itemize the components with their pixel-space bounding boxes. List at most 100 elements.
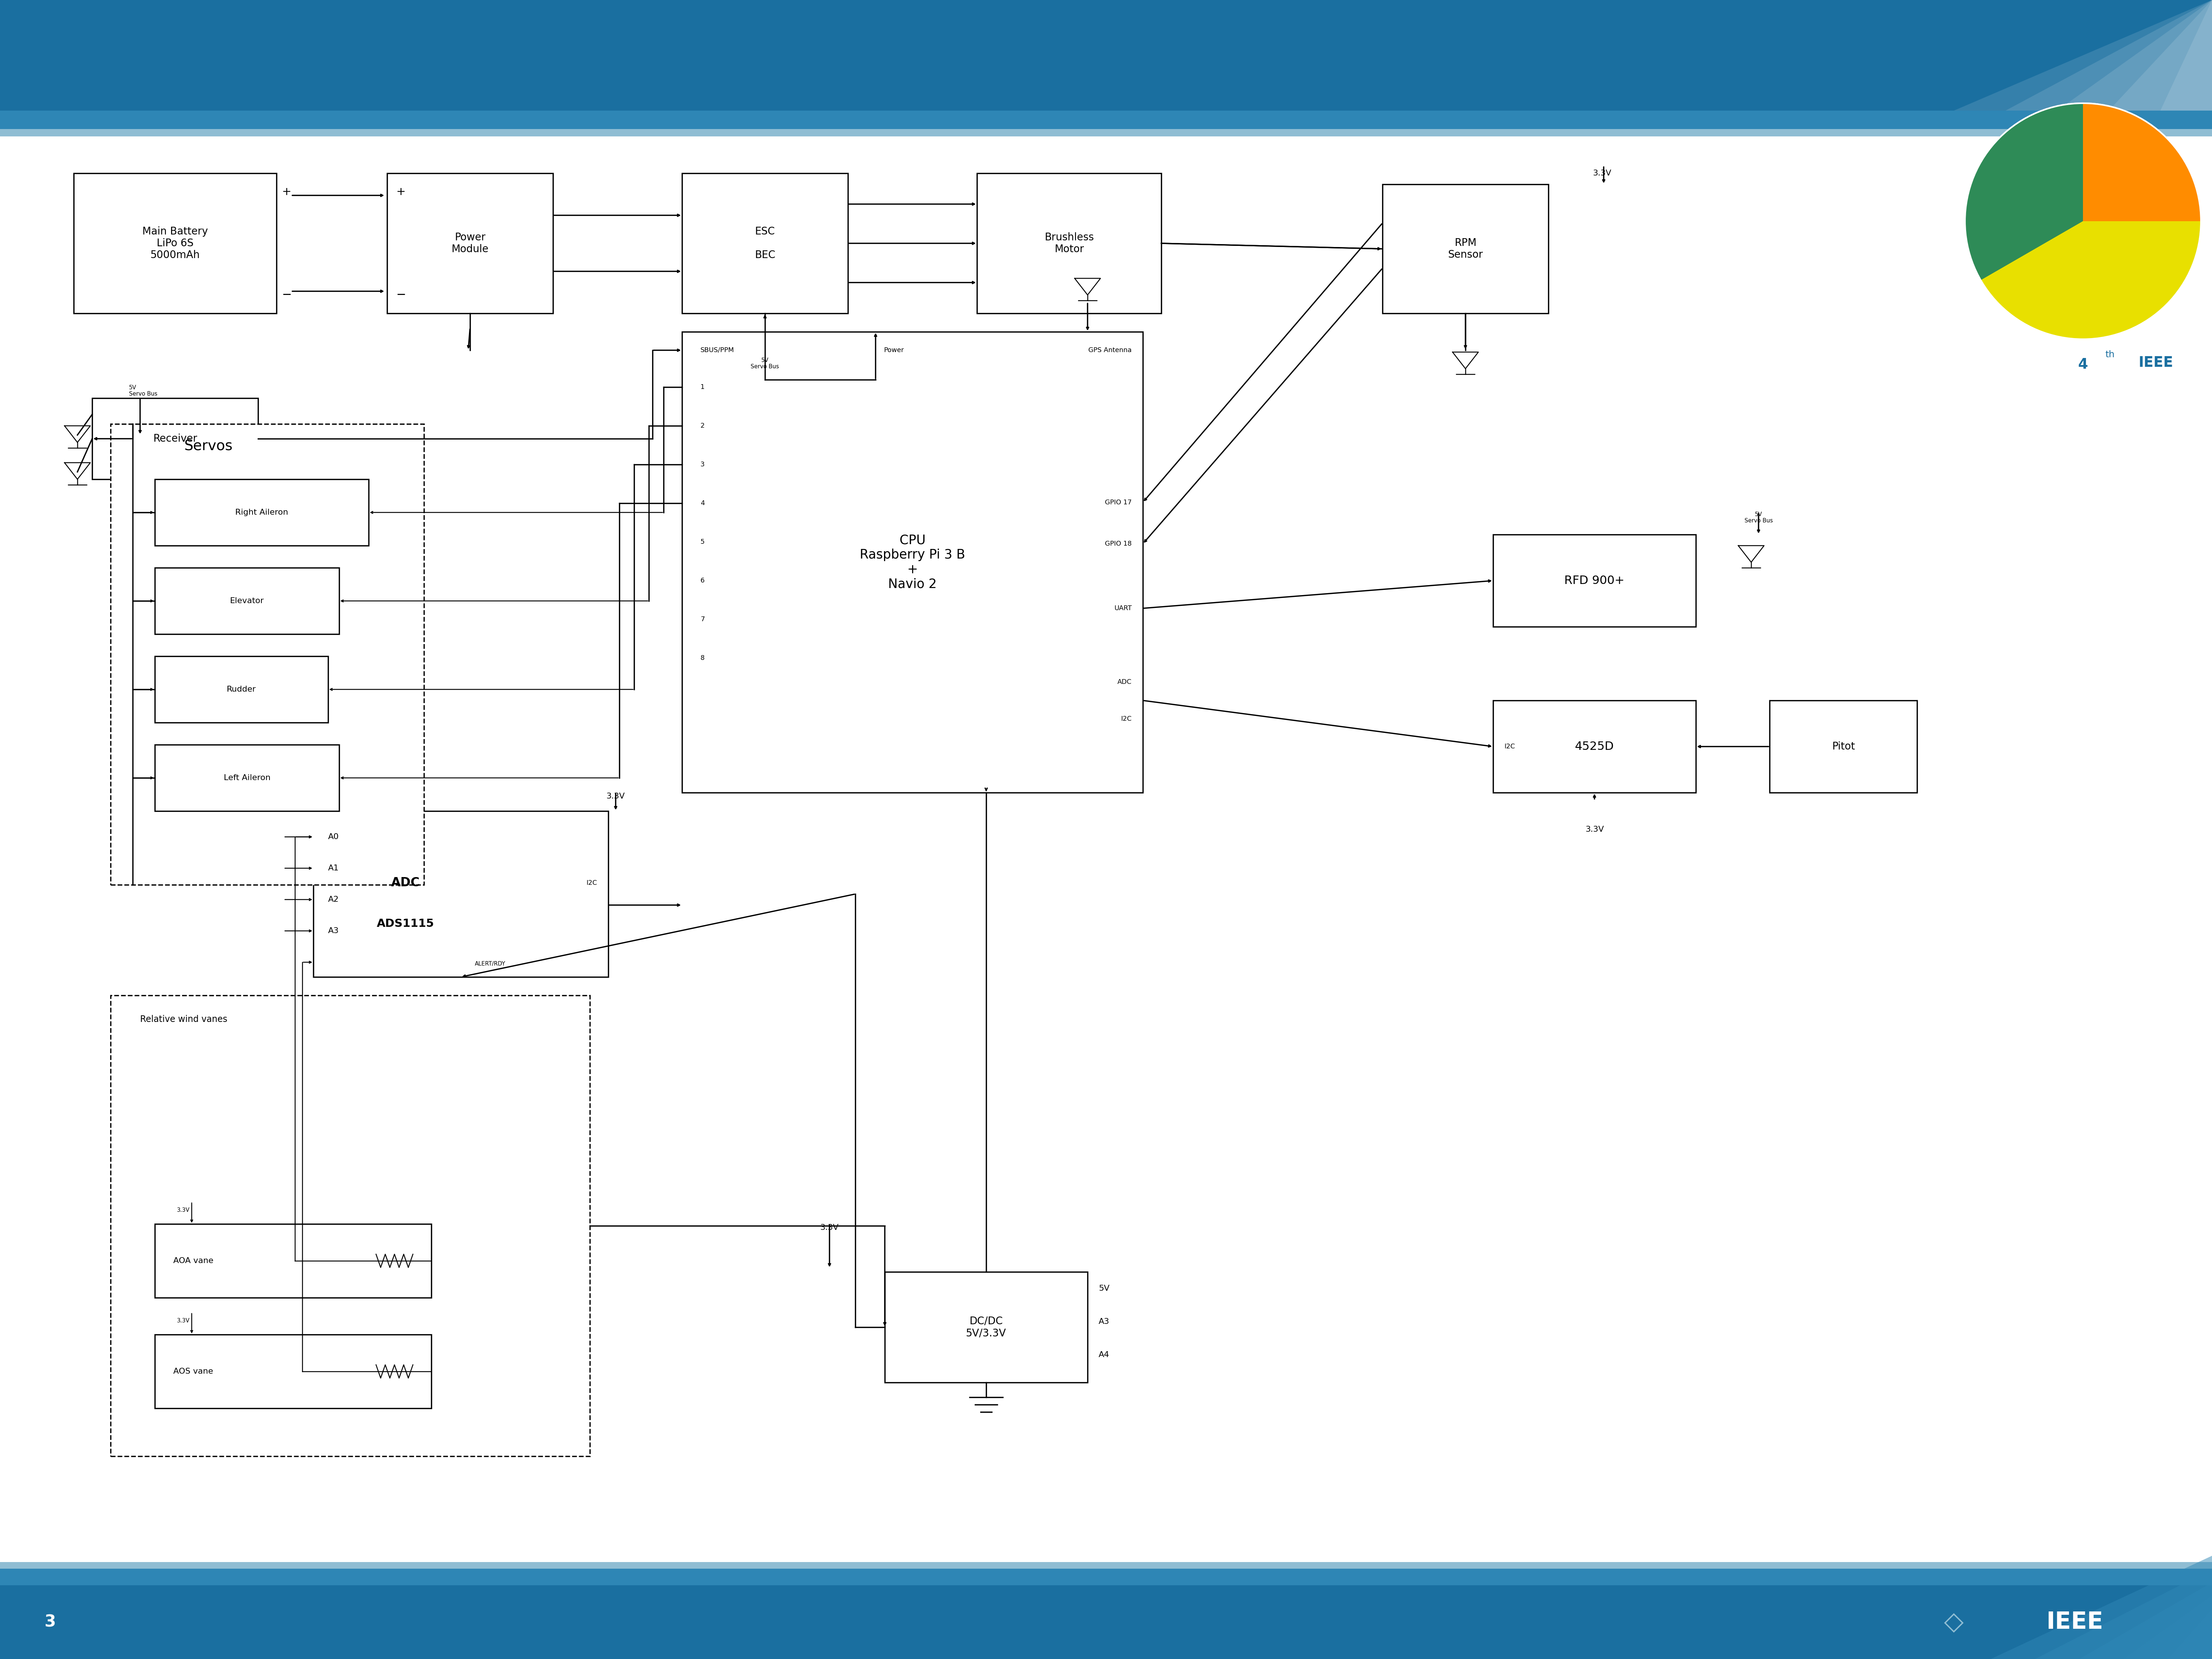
Text: Power: Power [885, 347, 905, 353]
Text: 3.3V: 3.3V [1586, 826, 1604, 833]
Text: 1: 1 [701, 383, 706, 390]
Text: 4: 4 [701, 499, 706, 506]
Text: ADC: ADC [1117, 679, 1133, 685]
Bar [73, 173, 276, 314]
Text: A3: A3 [1099, 1317, 1110, 1326]
Polygon shape [2079, 1583, 2212, 1659]
Bar [1382, 184, 1548, 314]
Text: Elevator: Elevator [230, 597, 263, 604]
Polygon shape [2161, 0, 2212, 111]
Text: 5V
Servo Bus: 5V Servo Bus [128, 385, 157, 397]
Text: +: + [283, 186, 292, 197]
Text: ◇: ◇ [1944, 1609, 1964, 1634]
Text: Relative wind vanes: Relative wind vanes [139, 1015, 228, 1024]
Text: +: + [396, 186, 405, 197]
Text: CPU
Raspberry Pi 3 B
+
Navio 2: CPU Raspberry Pi 3 B + Navio 2 [860, 534, 964, 591]
Text: 4: 4 [2077, 358, 2088, 372]
Polygon shape [2124, 1596, 2212, 1659]
Text: A0: A0 [327, 833, 338, 841]
Polygon shape [2006, 0, 2212, 111]
Text: −: − [283, 289, 292, 300]
Polygon shape [2108, 0, 2212, 111]
Text: RFD 900+: RFD 900+ [1564, 576, 1624, 586]
Text: 5: 5 [701, 539, 706, 546]
Text: 5V
Servo Bus: 5V Servo Bus [1745, 511, 1772, 524]
Text: 5V: 5V [1099, 1284, 1110, 1292]
Polygon shape [2035, 1569, 2212, 1659]
Bar [681, 332, 1144, 793]
Text: A4: A4 [1099, 1350, 1110, 1359]
Bar [155, 1334, 431, 1408]
Polygon shape [1991, 1556, 2212, 1659]
Text: 3.3V: 3.3V [606, 793, 626, 800]
Text: ESC

BEC: ESC BEC [754, 226, 776, 260]
Text: ADS1115: ADS1115 [376, 917, 434, 929]
Text: Servos: Servos [184, 440, 232, 453]
Bar [978, 173, 1161, 314]
Text: Rudder: Rudder [228, 685, 257, 693]
Circle shape [1964, 103, 2201, 338]
Text: IEEE: IEEE [2046, 1611, 2104, 1634]
Text: 3.3V: 3.3V [177, 1317, 190, 1324]
Text: 8: 8 [701, 655, 706, 662]
Bar [111, 995, 591, 1457]
Bar [0, 1569, 2212, 1586]
Text: I2C: I2C [1504, 743, 1515, 750]
Bar [155, 567, 338, 634]
Bar [1770, 700, 1918, 793]
Text: Right Aileron: Right Aileron [234, 509, 288, 516]
Bar [0, 111, 2212, 129]
Bar [387, 173, 553, 314]
Bar [155, 657, 327, 723]
Polygon shape [2168, 1609, 2212, 1659]
Bar [0, 1563, 2212, 1569]
Text: AOA vane: AOA vane [173, 1258, 212, 1264]
Bar [1493, 534, 1697, 627]
Text: 3: 3 [44, 1614, 55, 1631]
Bar [111, 425, 425, 884]
Polygon shape [2057, 0, 2212, 111]
Bar [0, 129, 2212, 136]
Bar [0, 1586, 2212, 1659]
Text: IEEE: IEEE [2139, 355, 2172, 370]
Text: th: th [2106, 350, 2115, 358]
Text: Brushless
Motor: Brushless Motor [1044, 232, 1095, 254]
Wedge shape [1980, 221, 2201, 338]
Bar [885, 1272, 1088, 1382]
Bar [93, 398, 259, 479]
Text: 3.3V: 3.3V [177, 1208, 190, 1213]
Text: DC/DC
5V/3.3V: DC/DC 5V/3.3V [967, 1316, 1006, 1339]
Text: ADC: ADC [392, 878, 420, 889]
Text: GPS Antenna: GPS Antenna [1088, 347, 1133, 353]
Text: ALERT/RDY: ALERT/RDY [476, 961, 507, 967]
Text: Main Battery
LiPo 6S
5000mAh: Main Battery LiPo 6S 5000mAh [142, 226, 208, 260]
Text: 7: 7 [701, 615, 706, 622]
Wedge shape [1964, 103, 2084, 280]
Text: UAV hardware block diagram: UAV hardware block diagram [55, 53, 726, 93]
Wedge shape [2084, 103, 2201, 221]
Bar [155, 1224, 431, 1297]
Text: A3: A3 [327, 927, 338, 934]
Bar [0, 0, 2212, 111]
Text: A1: A1 [327, 864, 338, 873]
Text: 3.3V: 3.3V [1593, 169, 1610, 178]
Text: 5V
Servo Bus: 5V Servo Bus [750, 358, 779, 370]
Text: Receiver: Receiver [153, 433, 197, 445]
Text: 4525D: 4525D [1575, 742, 1615, 752]
Text: Pitot: Pitot [1832, 742, 1856, 752]
Text: 2: 2 [701, 423, 706, 430]
Text: 6: 6 [701, 577, 706, 584]
Text: Power
Module: Power Module [451, 232, 489, 254]
Bar [681, 173, 847, 314]
Text: 3.3V: 3.3V [821, 1224, 838, 1231]
Text: I2C: I2C [586, 879, 597, 886]
Text: AOS vane: AOS vane [173, 1367, 212, 1375]
Text: GPIO 17: GPIO 17 [1106, 499, 1133, 506]
Text: −: − [396, 289, 407, 300]
Text: GPIO 18: GPIO 18 [1106, 541, 1133, 547]
Text: RPM
Sensor: RPM Sensor [1449, 237, 1482, 260]
Polygon shape [1953, 0, 2212, 111]
Text: 3: 3 [701, 461, 706, 468]
Bar [155, 479, 369, 546]
Bar [314, 811, 608, 977]
